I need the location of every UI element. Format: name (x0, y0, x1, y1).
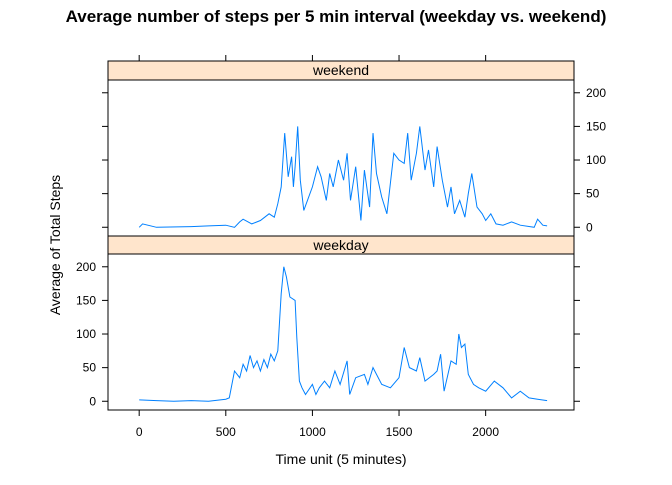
strip-label: weekend (312, 62, 369, 78)
x-tick-label: 2000 (472, 425, 499, 439)
y-tick-label: 50 (83, 361, 97, 375)
strip-label: weekday (312, 237, 368, 253)
y-tick-label: 100 (586, 153, 606, 167)
y-axis-label: Average of Total Steps (47, 175, 63, 315)
y-tick-label: 150 (586, 119, 606, 133)
chart-title: Average number of steps per 5 min interv… (66, 7, 607, 26)
data-line (139, 266, 548, 402)
y-tick-label: 0 (89, 394, 96, 408)
y-tick-label: 200 (586, 86, 606, 100)
x-axis-label: Time unit (5 minutes) (276, 451, 407, 467)
panel-border (107, 253, 575, 411)
y-tick-label: 200 (76, 260, 96, 274)
x-tick-label: 1000 (299, 425, 326, 439)
y-tick-label: 50 (586, 187, 600, 201)
x-tick-label: 500 (216, 425, 236, 439)
x-tick-label: 1500 (386, 425, 413, 439)
y-tick-label: 100 (76, 327, 96, 341)
y-tick-label: 150 (76, 293, 96, 307)
data-line (138, 126, 548, 228)
panel-border (107, 79, 575, 237)
y-tick-label: 0 (586, 220, 593, 234)
x-tick-label: 0 (136, 425, 143, 439)
